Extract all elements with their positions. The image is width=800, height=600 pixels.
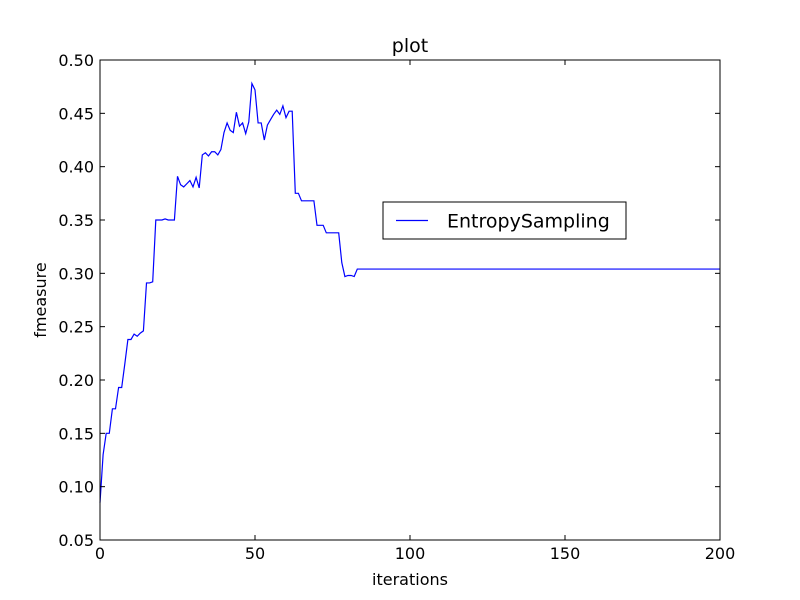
y-tick-label: 0.15 xyxy=(58,424,94,443)
y-tick-label: 0.10 xyxy=(58,478,94,497)
y-tick-label: 0.05 xyxy=(58,531,94,550)
plot-area xyxy=(99,81,720,503)
x-tick-label: 50 xyxy=(245,544,265,563)
y-axis: 0.05 0.10 0.15 0.20 0.25 0.30 0.35 0.40 0.45 0.50 xyxy=(58,51,720,550)
legend: EntropySampling xyxy=(382,201,627,240)
x-axis: 0 50 100 150 200 xyxy=(95,60,735,563)
x-tick-label: 100 xyxy=(395,544,426,563)
x-tick-label: 200 xyxy=(705,544,736,563)
y-axis-label: fmeasure xyxy=(31,262,50,337)
y-tick-label: 0.45 xyxy=(58,104,94,123)
plot-frame xyxy=(99,59,721,541)
y-tick-label: 0.30 xyxy=(58,264,94,283)
chart-title: plot xyxy=(392,35,428,57)
series-line-0 xyxy=(99,81,720,503)
y-tick-label: 0.20 xyxy=(58,371,94,390)
y-tick-label: 0.25 xyxy=(58,318,94,337)
legend-label-0: EntropySampling xyxy=(447,211,610,233)
y-tick-label: 0.50 xyxy=(58,51,94,70)
y-tick-label: 0.35 xyxy=(58,211,94,230)
x-tick-label: 150 xyxy=(550,544,581,563)
x-axis-label: iterations xyxy=(372,570,448,589)
x-tick-label: 0 xyxy=(95,544,105,563)
y-tick-label: 0.40 xyxy=(58,158,94,177)
